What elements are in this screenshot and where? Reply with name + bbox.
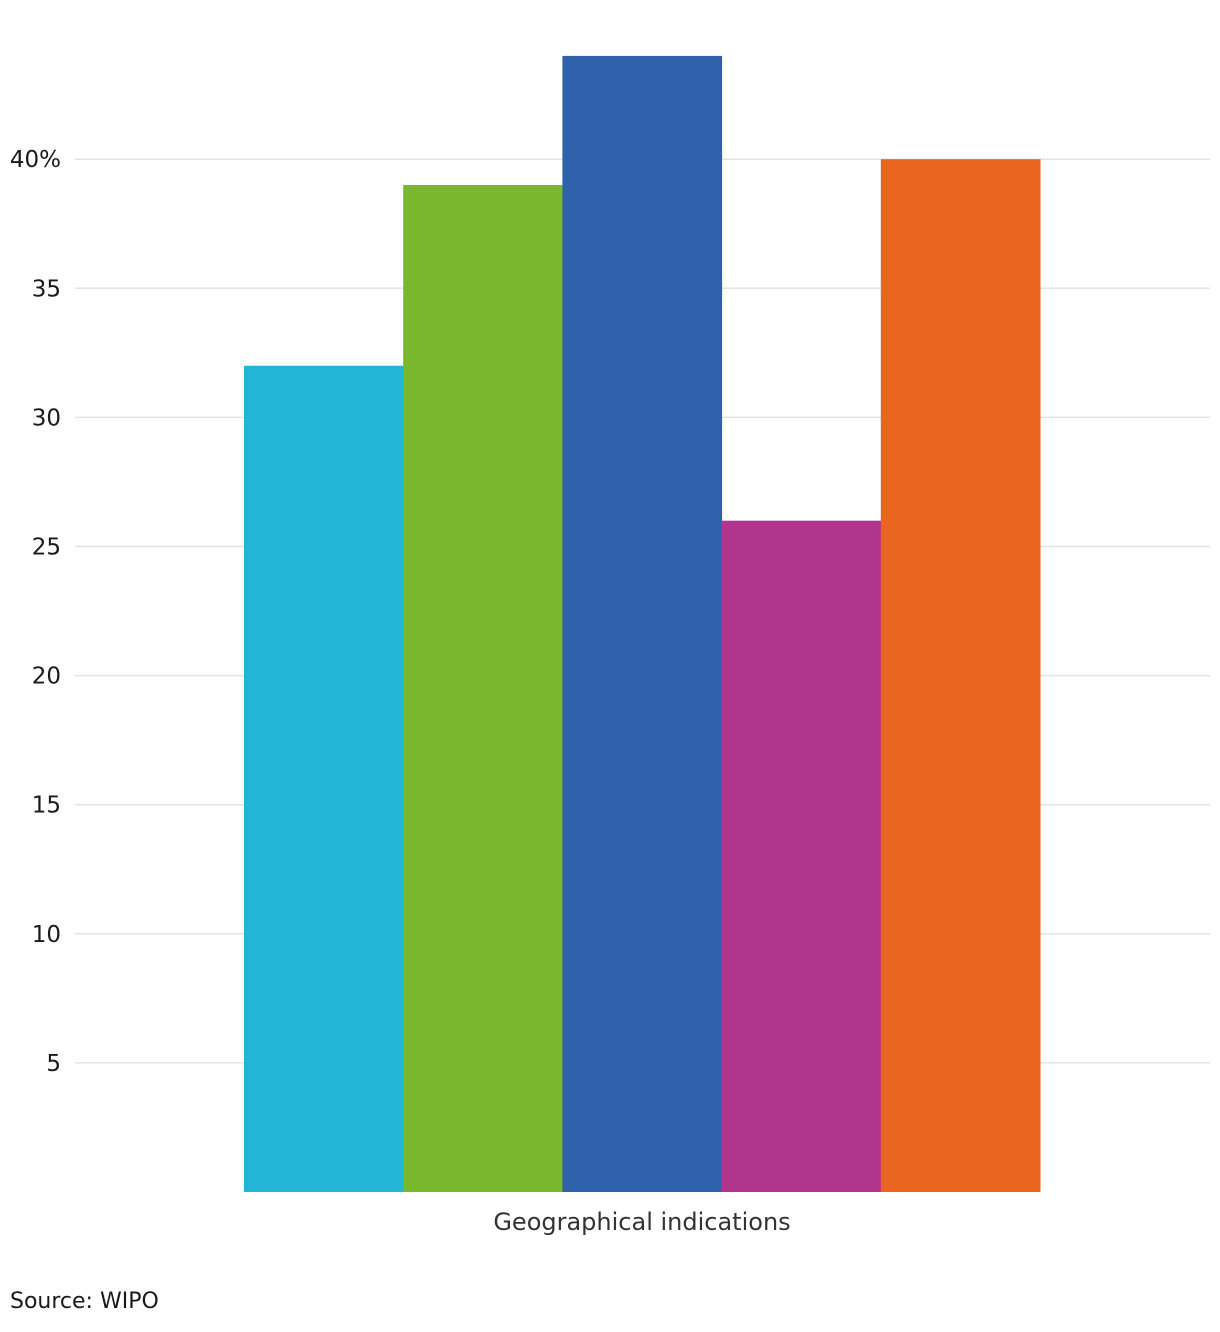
y-tick-label: 15 [32,793,61,819]
y-tick-label: 20 [32,664,61,690]
bar-series-4 [721,520,882,1192]
bar-series-5 [880,159,1041,1193]
y-tick-label: 40% [10,147,61,173]
y-tick-label: 10 [32,922,61,948]
y-tick-label: 35 [32,276,61,302]
y-tick-label: 25 [32,535,61,561]
x-axis: Geographical indications [493,1208,790,1236]
bar-series-1 [244,365,404,1192]
y-axis: 5 10 15 20 25 30 35 40% [10,147,61,1077]
y-tick-label: 5 [46,1051,61,1077]
bar-series-3 [562,55,723,1192]
bar-series-2 [403,185,563,1192]
source-note: Source: WIPO [10,1289,159,1314]
x-category-label: Geographical indications [493,1208,790,1236]
bars [244,55,1041,1193]
y-tick-label: 30 [32,405,61,431]
